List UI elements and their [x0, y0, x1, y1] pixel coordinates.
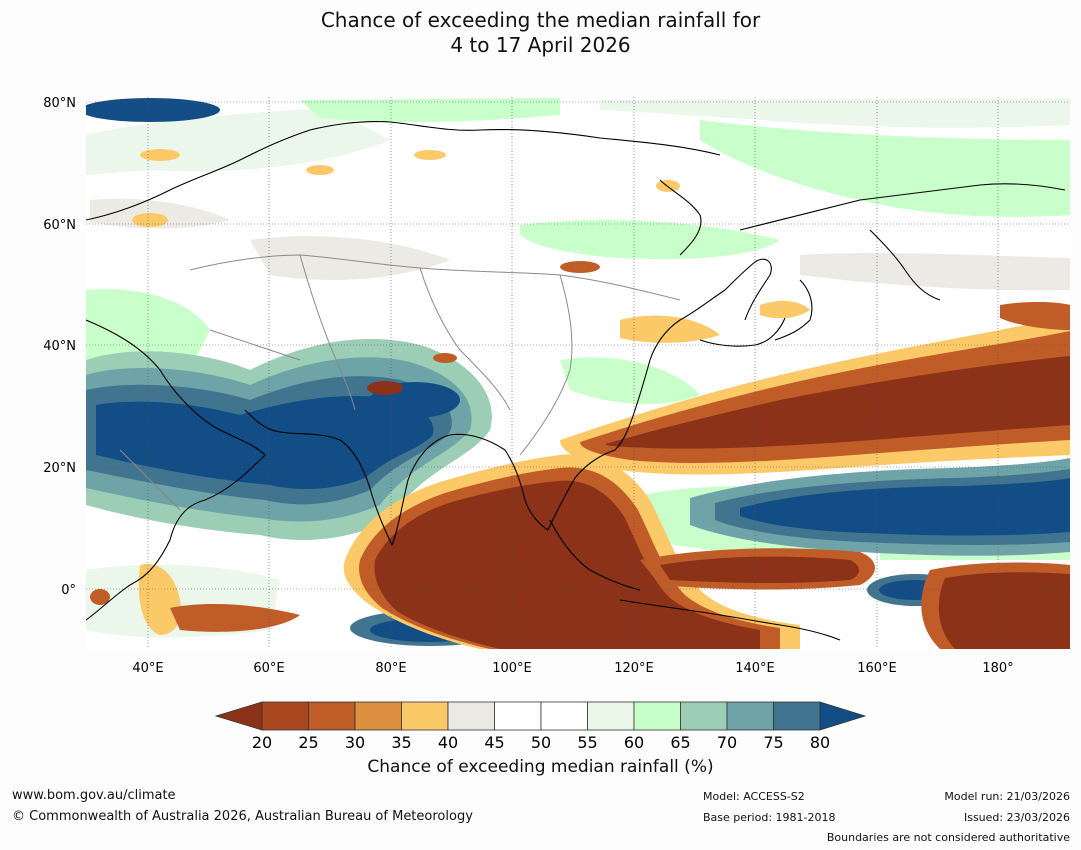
lon-label: 100°E	[492, 661, 532, 676]
map-panel	[86, 97, 1070, 649]
colorbar-tick-label: 30	[345, 733, 365, 752]
copyright-text: © Commonwealth of Australia 2026, Austra…	[12, 809, 473, 824]
colorbar-swatch	[587, 701, 635, 731]
colorbar-tick-label: 40	[438, 733, 458, 752]
colorbar-swatch	[633, 701, 681, 731]
lon-label: 180°	[982, 661, 1013, 676]
colorbar-swatch	[773, 701, 821, 731]
lon-label: 120°E	[614, 661, 654, 676]
colorbar-tick-label: 55	[577, 733, 597, 752]
colorbar-swatch	[726, 701, 774, 731]
colorbar-tick-label: 20	[252, 733, 272, 752]
map-title: Chance of exceeding the median rainfall …	[0, 8, 1081, 58]
colorbar-swatch	[680, 701, 728, 731]
longitude-labels: 40°E 60°E 80°E 100°E 120°E 140°E 160°E 1…	[132, 661, 1013, 676]
colorbar-tick-label: 45	[484, 733, 504, 752]
latitude-labels: 80°N 60°N 40°N 20°N 0°	[43, 96, 76, 598]
title-line-1: Chance of exceeding the median rainfall …	[320, 8, 761, 32]
lon-label: 60°E	[253, 661, 284, 676]
colorbar-above-triangle	[819, 701, 867, 731]
colorbar-tick-label: 60	[624, 733, 644, 752]
lon-label: 160°E	[857, 661, 897, 676]
lat-label: 60°N	[43, 218, 76, 233]
lon-label: 80°E	[375, 661, 406, 676]
colorbar-swatch	[540, 701, 588, 731]
colorbar-swatch	[354, 701, 402, 731]
colorbar-tick-label: 25	[298, 733, 318, 752]
colorbar-tick-label: 75	[763, 733, 783, 752]
disclaimer-text: Boundaries are not considered authoritat…	[826, 831, 1070, 844]
colorbar-swatch	[261, 701, 309, 731]
base-period-text: Base period: 1981-2018	[703, 811, 836, 824]
model-text: Model: ACCESS-S2	[703, 790, 805, 803]
model-run-text: Model run: 21/03/2026	[944, 790, 1070, 803]
lat-label: 0°	[61, 583, 76, 598]
lon-label: 140°E	[735, 661, 775, 676]
lat-label: 80°N	[43, 96, 76, 111]
colorbar-label: Chance of exceeding median rainfall (%)	[367, 757, 714, 777]
issued-text: Issued: 23/03/2026	[963, 811, 1070, 824]
colorbar-tick-label: 70	[717, 733, 737, 752]
colorbar-swatch	[494, 701, 542, 731]
colorbar-swatch	[308, 701, 356, 731]
website-link[interactable]: www.bom.gov.au/climate	[12, 788, 176, 803]
colorbar-below-triangle	[214, 701, 263, 731]
colorbar: 20 25 30 35 40 45 50 55 60 65 70 75 80	[214, 701, 867, 752]
colorbar-swatch	[401, 701, 449, 731]
colorbar-tick-label: 50	[531, 733, 551, 752]
colorbar-tick-label: 65	[670, 733, 690, 752]
lat-label: 20°N	[43, 461, 76, 476]
lat-label: 40°N	[43, 339, 76, 354]
colorbar-tick-label: 80	[810, 733, 830, 752]
colorbar-swatch	[447, 701, 495, 731]
colorbar-tick-label: 35	[391, 733, 411, 752]
title-line-2: 4 to 17 April 2026	[450, 33, 631, 57]
lon-label: 40°E	[132, 661, 163, 676]
